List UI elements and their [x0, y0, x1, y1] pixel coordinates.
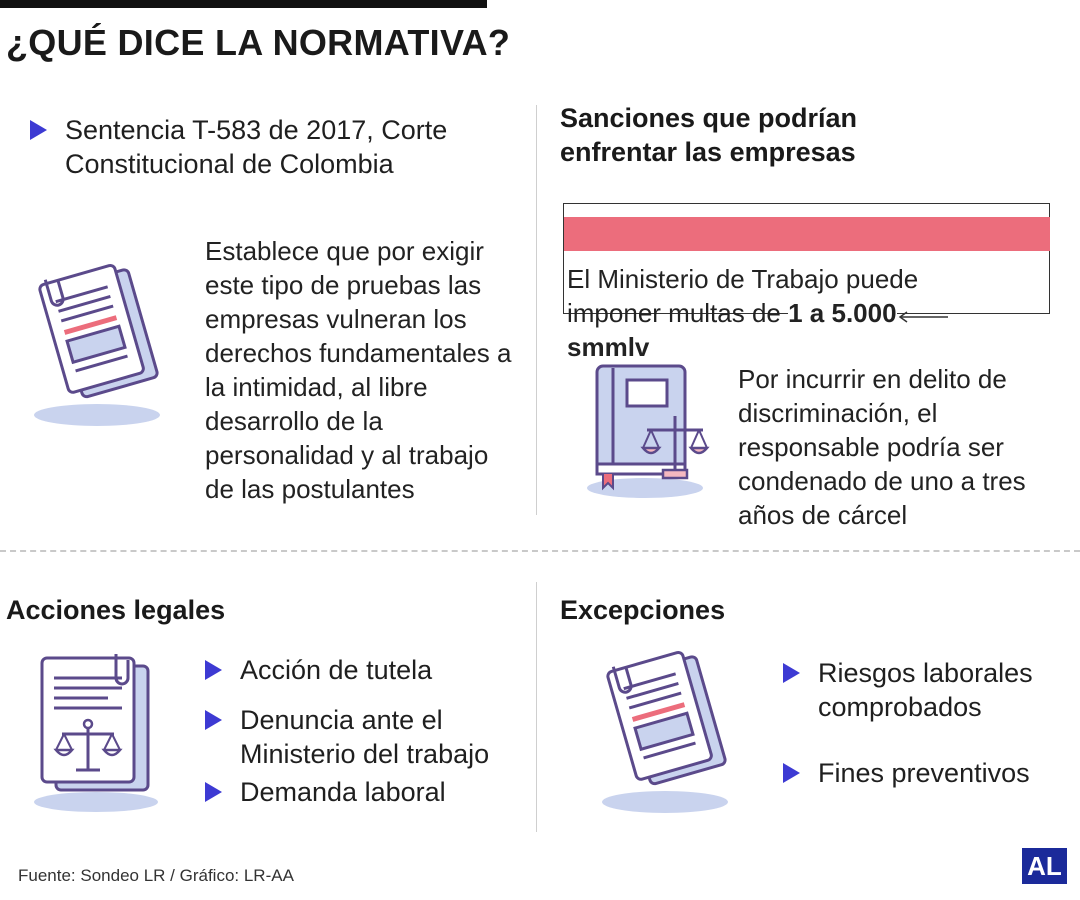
excepcion-item-label: Riesgos laborales comprobados [818, 658, 1033, 722]
excepcion-item-1: Riesgos laborales comprobados [783, 656, 1033, 724]
source-credit: Fuente: Sondeo LR / Gráfico: LR-AA [18, 866, 294, 885]
fine-text-lead: El Ministerio de Trabajo puede imponer m… [567, 264, 919, 328]
prison-text: Por incurrir en delito de discriminación… [738, 364, 1026, 530]
bullet-arrow-icon [783, 663, 800, 683]
document-clip-icon [602, 650, 728, 813]
ruling-description: Establece que por exigir este tipo de pr… [205, 236, 512, 504]
document-clip-icon [34, 263, 160, 426]
excepciones-heading: Excepciones [560, 595, 726, 625]
bullet-arrow-icon [205, 710, 222, 730]
accion-item-2: Denuncia ante el Ministerio del trabajo [205, 703, 515, 771]
acciones-heading: Acciones legales [6, 595, 226, 625]
section-divider [0, 550, 1080, 552]
ruling-bullet: Sentencia T-583 de 2017, Corte Constituc… [30, 113, 450, 181]
arrow-left-icon [898, 311, 948, 323]
bullet-arrow-icon [30, 120, 47, 140]
excepcion-item-2: Fines preventivos [783, 756, 1033, 790]
accion-item-label: Acción de tutela [240, 655, 433, 685]
brand-logo: AL [1022, 848, 1067, 884]
fine-highlight-bar [564, 217, 1050, 251]
ruling-text: Sentencia T-583 de 2017, Corte Constituc… [65, 115, 448, 179]
fine-text: El Ministerio de Trabajo puede imponer m… [567, 262, 987, 364]
sanciones-heading: Sanciones que podrían enfrentar las empr… [560, 103, 858, 167]
top-rule [0, 0, 487, 8]
page-title: ¿QUÉ DICE LA NORMATIVA? [6, 22, 511, 63]
bullet-arrow-icon [783, 763, 800, 783]
bullet-arrow-icon [205, 782, 222, 802]
divider-top [536, 105, 537, 515]
excepcion-item-label: Fines preventivos [818, 758, 1030, 788]
accion-item-label: Demanda laboral [240, 777, 446, 807]
bullet-arrow-icon [205, 660, 222, 680]
divider-bottom [536, 582, 537, 832]
accion-item-label: Denuncia ante el Ministerio del trabajo [240, 705, 490, 769]
accion-item-3: Demanda laboral [205, 775, 515, 809]
document-scales-icon [34, 654, 158, 812]
law-book-scales-icon [587, 364, 710, 498]
accion-item-1: Acción de tutela [205, 653, 515, 687]
